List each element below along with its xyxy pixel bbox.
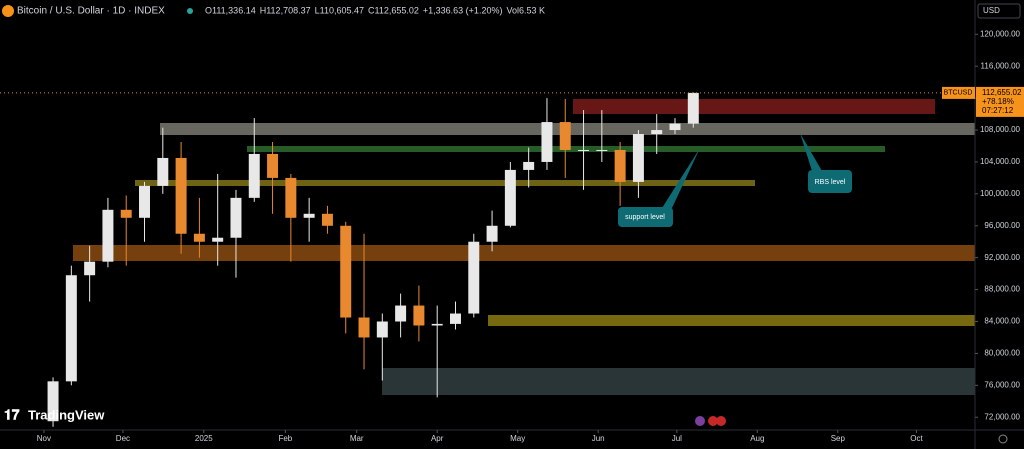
candle-body (47, 381, 59, 422)
candle-body (614, 149, 626, 182)
x-tick-label: Oct (910, 434, 923, 443)
x-tick-label: 2025 (195, 434, 213, 443)
symbol: BTCUSD (944, 90, 973, 97)
x-tick-label: Aug (750, 434, 764, 443)
x-tick-label: Apr (431, 434, 444, 443)
candle-body (651, 130, 663, 135)
candle-body (413, 305, 425, 326)
logo: 𝟏𝟕 (4, 407, 20, 423)
candle-body (632, 134, 644, 182)
x-tick-label: Mar (350, 434, 364, 443)
y-tick-label: 84,000.00 (984, 317, 1020, 326)
zone (382, 368, 975, 395)
callout-box (618, 207, 673, 227)
price-tag (976, 86, 1024, 117)
candle-body (321, 213, 333, 226)
x-tick-label: Jul (672, 434, 682, 443)
candle-body (541, 122, 553, 162)
event-icon[interactable] (716, 416, 726, 426)
ohlc-legend-item: Vol6.53 K (506, 5, 545, 15)
chart-title: Bitcoin / U.S. Dollar · 1D · INDEX (17, 6, 165, 17)
plot (47, 92, 699, 427)
candle-body (486, 225, 498, 242)
callout-pointer (800, 133, 822, 171)
ohlc-legend-item: +1,336.63 (+1.20%) (423, 5, 503, 15)
y-tick-label: 72,000.00 (984, 412, 1020, 421)
y-tick-label: 100,000.00 (980, 189, 1021, 198)
candle-body (65, 275, 77, 382)
candle-body (157, 157, 169, 186)
callout-pointer (662, 148, 700, 208)
zone (73, 245, 975, 261)
candle-body (230, 197, 242, 238)
candle-body (175, 157, 187, 234)
y-tick-label: 76,000.00 (984, 380, 1020, 389)
last-price-label: 112,655.02 (982, 88, 1022, 97)
symbol-tag (942, 86, 975, 99)
candle-body (504, 169, 516, 226)
candle-body (285, 177, 297, 218)
candle-body (687, 92, 699, 124)
currency-button[interactable] (977, 3, 1021, 19)
x-tick-label: May (510, 434, 525, 443)
ohlc-legend-item: C112,655.02 (368, 5, 419, 15)
candle-body (84, 261, 96, 276)
y-tick-label: 116,000.00 (981, 61, 1021, 70)
x-tick-label: Jun (592, 434, 605, 443)
y-tick-label: 108,000.00 (980, 125, 1021, 134)
candle-body (340, 225, 352, 318)
candle-body (248, 153, 260, 198)
candle-body (559, 122, 571, 150)
settings-icon[interactable] (998, 434, 1008, 444)
y-tick-label: 120,000.00 (980, 29, 1021, 38)
event-icon[interactable] (708, 416, 718, 426)
y-tick-label: 88,000.00 (984, 285, 1020, 294)
candle-body (450, 313, 461, 324)
currency: USD (983, 6, 1000, 15)
candle-body (212, 237, 224, 242)
candle-body (431, 323, 443, 326)
candle-body (139, 185, 150, 218)
callouts: support level RBS level (618, 133, 852, 227)
candle-body (102, 209, 114, 262)
countdown: 07:27:12 (982, 106, 1014, 115)
ohlc-legend-item: L110,605.47 (315, 5, 364, 15)
change-label: +78.18% (982, 97, 1014, 106)
callout-text: support level (625, 214, 665, 221)
candle-body (303, 213, 315, 218)
zone (135, 180, 755, 186)
ohlc-legend-item: H112,708.37 (260, 5, 311, 15)
event-icon[interactable] (695, 416, 705, 426)
candle-body (376, 321, 388, 338)
ohlc-legend-item: O111,336.14 (205, 5, 256, 15)
callout-text: RBS level (815, 179, 846, 186)
x-tick-label: Sep (831, 434, 846, 443)
candle-body (596, 149, 608, 151)
coin-icon (2, 5, 14, 17)
candle-body (358, 317, 370, 338)
x-tick-label: Dec (116, 434, 130, 443)
y-tick-label: 92,000.00 (984, 253, 1020, 262)
x-tick-label: Feb (278, 434, 292, 443)
candle-body (193, 233, 205, 242)
callout-box (808, 170, 852, 193)
brand: TradingView (28, 407, 105, 422)
candle-body (468, 241, 480, 314)
y-tick-label: 80,000.00 (984, 349, 1020, 358)
candle-body (578, 149, 590, 151)
y-tick-label: 96,000.00 (984, 221, 1020, 230)
x-tick-label: Nov (37, 434, 51, 443)
candle-body (523, 161, 535, 170)
zone (573, 99, 935, 114)
status-dot (187, 8, 193, 14)
candle-body (120, 209, 132, 218)
candle-body (669, 123, 681, 131)
y-tick-label: 104,000.00 (980, 157, 1021, 166)
candle-body (395, 305, 407, 322)
candle-body (267, 153, 279, 178)
zone (488, 315, 975, 326)
